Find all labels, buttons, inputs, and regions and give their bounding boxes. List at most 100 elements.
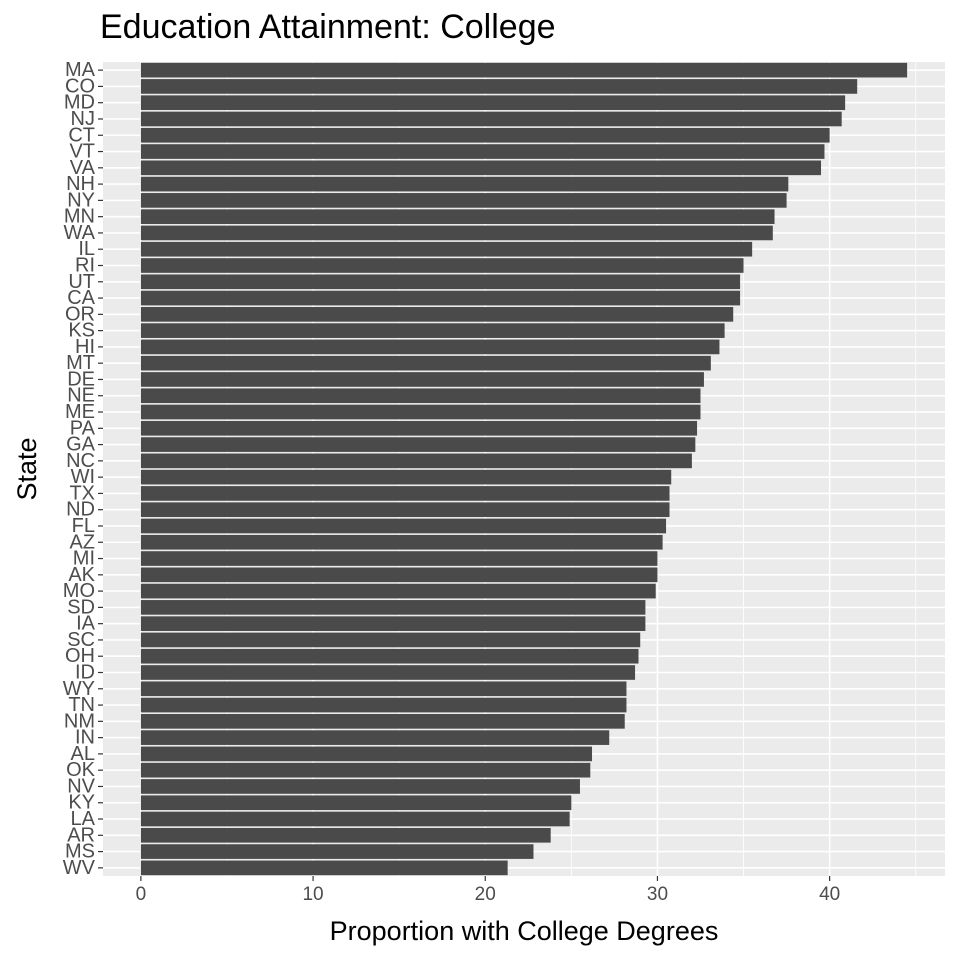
y-tick-label: AR	[67, 824, 95, 846]
bar-nd	[140, 502, 670, 518]
y-tick-label: CT	[68, 124, 95, 146]
y-tick-label: OH	[65, 645, 95, 667]
y-tick-label: MO	[63, 580, 95, 602]
y-tick-label: IN	[75, 727, 95, 749]
y-tick-label: TN	[68, 694, 95, 716]
bar-ri	[140, 258, 744, 273]
bar-md	[140, 95, 846, 111]
bar-il	[140, 241, 753, 257]
y-tick-label: WI	[71, 466, 95, 488]
bar-hi	[140, 339, 720, 355]
y-tick-label: UT	[68, 271, 95, 293]
y-tick-label: NY	[67, 189, 95, 211]
y-tick-label: AZ	[69, 531, 95, 553]
bar-tx	[140, 486, 670, 501]
y-axis: MACOMDNJCTVTVANHNYMNWAILRIUTCAORKSHIMTDE…	[63, 59, 103, 879]
bar-ma	[140, 62, 908, 78]
y-tick-label: MT	[66, 352, 95, 374]
bar-mt	[140, 355, 711, 371]
y-tick-label: MA	[65, 59, 96, 81]
bar-ok	[140, 762, 591, 778]
y-tick-label: KY	[68, 792, 95, 814]
y-tick-label: VA	[70, 157, 96, 179]
bar-de	[140, 372, 704, 387]
y-tick-label: ID	[75, 662, 95, 684]
bar-nm	[140, 714, 625, 729]
bars	[140, 62, 908, 876]
bar-ct	[140, 127, 830, 143]
x-tick-label: 20	[475, 884, 496, 905]
y-tick-label: MS	[65, 841, 95, 863]
bar-co	[140, 79, 858, 94]
bar-ne	[140, 388, 701, 404]
bar-mn	[140, 209, 775, 224]
bar-nc	[140, 453, 692, 469]
y-tick-label: FL	[72, 515, 95, 537]
bar-wv	[140, 860, 508, 876]
y-tick-label: MN	[64, 206, 95, 228]
y-tick-label: AK	[68, 564, 95, 586]
bar-sd	[140, 600, 646, 615]
y-tick-label: SD	[67, 596, 95, 618]
bar-al	[140, 746, 593, 762]
bar-ak	[140, 567, 658, 583]
bar-wa	[140, 225, 773, 241]
bar-id	[140, 665, 636, 680]
y-tick-label: SC	[67, 629, 95, 651]
bar-nj	[140, 111, 842, 127]
y-tick-label: OK	[66, 759, 96, 781]
bar-mi	[140, 551, 658, 566]
y-tick-label: RI	[75, 255, 95, 277]
bar-ny	[140, 193, 787, 208]
y-tick-label: NH	[66, 173, 95, 195]
x-axis-title: Proportion with College Degrees	[330, 916, 719, 946]
y-tick-label: IA	[76, 613, 96, 635]
y-tick-label: PA	[70, 417, 96, 439]
chart-title: Education Attainment: College	[100, 8, 556, 46]
y-tick-label: ND	[66, 499, 95, 521]
bar-ca	[140, 290, 741, 306]
y-tick-label: KS	[68, 320, 95, 342]
y-tick-label: NJ	[71, 108, 95, 130]
y-tick-label: NE	[67, 385, 95, 407]
x-tick-label: 0	[136, 884, 147, 905]
bar-ia	[140, 616, 646, 631]
y-tick-label: WY	[63, 678, 95, 700]
y-tick-label: WV	[63, 857, 96, 879]
y-tick-label: WA	[64, 222, 96, 244]
bar-ky	[140, 795, 572, 811]
y-tick-label: MI	[73, 548, 95, 570]
bar-va	[140, 160, 822, 176]
y-tick-label: HI	[75, 336, 95, 358]
bar-fl	[140, 518, 667, 534]
y-tick-label: VT	[69, 141, 95, 163]
bar-nv	[140, 779, 580, 794]
y-tick-label: AL	[71, 743, 95, 765]
y-tick-label: IL	[78, 238, 95, 260]
y-tick-label: MD	[64, 92, 95, 114]
y-axis-title: State	[12, 437, 42, 500]
bar-tn	[140, 697, 627, 713]
bar-ga	[140, 437, 696, 452]
bar-oh	[140, 648, 639, 664]
y-tick-label: ME	[65, 401, 95, 423]
bar-mo	[140, 583, 656, 599]
y-tick-label: CA	[67, 287, 95, 309]
bar-wy	[140, 681, 627, 697]
bar-ms	[140, 844, 534, 859]
y-tick-label: TX	[69, 482, 95, 504]
y-tick-label: LA	[71, 808, 96, 830]
y-tick-label: CO	[65, 75, 95, 97]
bar-or	[140, 307, 734, 322]
y-tick-label: GA	[66, 434, 96, 456]
bar-in	[140, 730, 610, 745]
x-tick-label: 30	[647, 884, 668, 905]
bar-sc	[140, 632, 641, 648]
bar-wi	[140, 469, 672, 485]
y-tick-label: DE	[67, 368, 95, 390]
bar-ks	[140, 323, 725, 338]
x-axis: 0 10 20 30 40	[136, 876, 840, 905]
bar-ar	[140, 827, 551, 843]
